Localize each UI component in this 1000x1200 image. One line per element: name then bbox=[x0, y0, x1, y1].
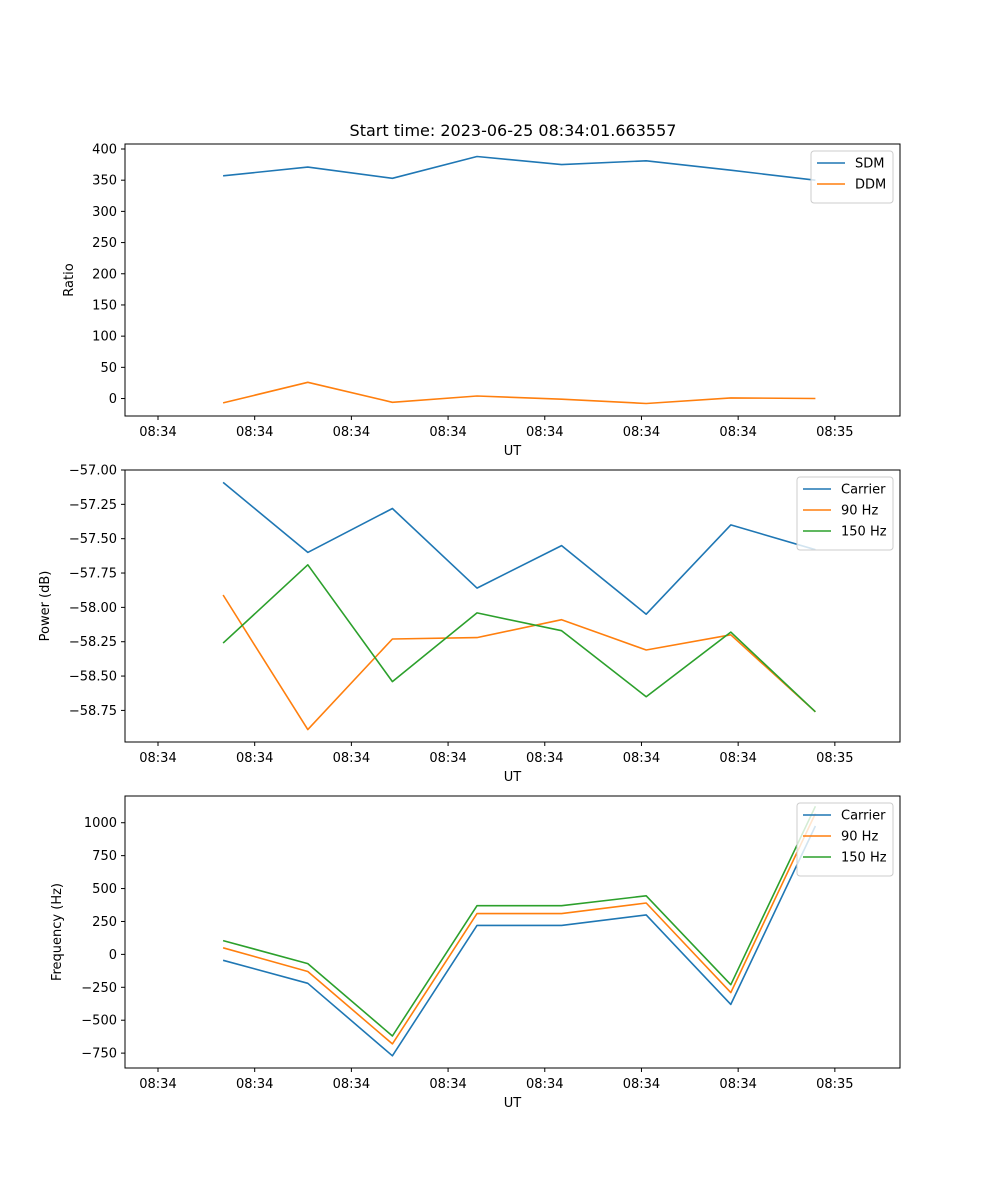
x-axis-label: UT bbox=[504, 770, 522, 785]
y-tick-label: 750 bbox=[92, 849, 117, 864]
series-line-carrier bbox=[222, 825, 817, 1057]
x-tick-label: 08:34 bbox=[139, 751, 176, 766]
axes-frame bbox=[124, 143, 901, 417]
y-tick-label: −57.25 bbox=[69, 498, 117, 513]
y-tick-label: −57.50 bbox=[69, 532, 117, 547]
x-tick-label: 08:34 bbox=[623, 425, 660, 440]
legend-label: SDM bbox=[855, 157, 884, 172]
y-tick-label: −58.75 bbox=[69, 704, 117, 719]
series-line-150-hz bbox=[222, 805, 817, 1037]
x-tick-label: 08:34 bbox=[139, 1077, 176, 1092]
y-tick-label: −58.50 bbox=[69, 670, 117, 685]
legend: Carrier 90 Hz 150 Hz bbox=[796, 802, 894, 877]
x-tick-label: 08:34 bbox=[429, 751, 466, 766]
legend-label: 150 Hz bbox=[841, 525, 887, 540]
x-tick-label: 08:34 bbox=[526, 1077, 563, 1092]
legend-label: Carrier bbox=[841, 483, 886, 498]
y-tick-label: −250 bbox=[81, 981, 117, 996]
series-line-carrier bbox=[222, 481, 816, 616]
y-tick-label: 150 bbox=[92, 298, 117, 313]
x-axis-label: UT bbox=[504, 1096, 522, 1111]
y-tick-label: 100 bbox=[92, 330, 117, 345]
x-tick-label: 08:34 bbox=[429, 1077, 466, 1092]
series-line-sdm bbox=[223, 155, 816, 181]
x-tick-label: 08:35 bbox=[816, 1077, 853, 1092]
x-tick-label: 08:34 bbox=[526, 751, 563, 766]
y-tick-label: 200 bbox=[92, 267, 117, 282]
y-tick-label: 1000 bbox=[84, 816, 117, 831]
y-tick-label: −57.00 bbox=[69, 464, 117, 479]
x-tick-label: 08:34 bbox=[623, 1077, 660, 1092]
chart-panel-2: 08:34 08:34 08:34 08:34 08:34 08:34 08:34 08:35… bbox=[38, 464, 901, 785]
y-tick-label: −58.00 bbox=[69, 601, 117, 616]
y-tick-label: 300 bbox=[92, 205, 117, 220]
y-tick-label: −58.25 bbox=[69, 635, 117, 650]
y-tick-label: 50 bbox=[100, 361, 117, 376]
x-tick-label: 08:34 bbox=[719, 425, 756, 440]
series-line-90-hz bbox=[222, 813, 817, 1045]
y-tick-label: 400 bbox=[92, 142, 117, 157]
x-tick-label: 08:34 bbox=[719, 1077, 756, 1092]
y-tick-label: 0 bbox=[109, 948, 117, 963]
legend-label: 150 Hz bbox=[841, 851, 887, 866]
y-axis-label: Power (dB) bbox=[38, 571, 53, 642]
legend-label: Carrier bbox=[841, 809, 886, 824]
x-tick-label: 08:34 bbox=[429, 425, 466, 440]
x-tick-label: 08:34 bbox=[236, 1077, 273, 1092]
x-tick-label: 08:34 bbox=[236, 751, 273, 766]
series-line-150-hz bbox=[222, 563, 816, 713]
figure-title: Start time: 2023-06-25 08:34:01.663557 bbox=[350, 121, 677, 140]
x-tick-label: 08:34 bbox=[333, 1077, 370, 1092]
x-tick-label: 08:34 bbox=[333, 751, 370, 766]
axes-frame bbox=[124, 795, 901, 1069]
y-tick-label: −57.75 bbox=[69, 567, 117, 582]
x-axis-label: UT bbox=[504, 444, 522, 459]
y-tick-label: −500 bbox=[81, 1014, 117, 1029]
x-tick-label: 08:35 bbox=[816, 751, 853, 766]
x-tick-label: 08:34 bbox=[623, 751, 660, 766]
legend: Carrier 90 Hz 150 Hz bbox=[796, 476, 894, 551]
panels: 08:34 08:34 08:34 08:34 08:34 08:34 08:34 08:35… bbox=[38, 142, 901, 1111]
series-line-90-hz bbox=[222, 594, 816, 731]
y-tick-label: 250 bbox=[92, 915, 117, 930]
y-tick-label: −750 bbox=[81, 1047, 117, 1062]
chart-panel-3: 08:34 08:34 08:34 08:34 08:34 08:34 08:34 08:35… bbox=[50, 795, 901, 1111]
legend-label: 90 Hz bbox=[841, 504, 878, 519]
legend-label: 90 Hz bbox=[841, 830, 878, 845]
y-axis-label: Ratio bbox=[62, 263, 77, 296]
chart-panel-1: 08:34 08:34 08:34 08:34 08:34 08:34 08:34 08:35… bbox=[62, 142, 901, 459]
legend: SDM DDM bbox=[810, 150, 894, 204]
y-tick-label: 250 bbox=[92, 236, 117, 251]
x-tick-label: 08:34 bbox=[139, 425, 176, 440]
axes-frame bbox=[124, 469, 901, 743]
x-tick-label: 08:34 bbox=[719, 751, 756, 766]
legend-box bbox=[810, 150, 894, 204]
series-line-ddm bbox=[222, 381, 816, 405]
y-tick-label: 0 bbox=[109, 392, 117, 407]
y-tick-label: 500 bbox=[92, 882, 117, 897]
y-axis-label: Frequency (Hz) bbox=[50, 883, 65, 981]
x-tick-label: 08:34 bbox=[236, 425, 273, 440]
x-tick-label: 08:35 bbox=[816, 425, 853, 440]
legend-label: DDM bbox=[855, 178, 886, 193]
y-tick-label: 350 bbox=[92, 174, 117, 189]
x-tick-label: 08:34 bbox=[333, 425, 370, 440]
x-tick-label: 08:34 bbox=[526, 425, 563, 440]
